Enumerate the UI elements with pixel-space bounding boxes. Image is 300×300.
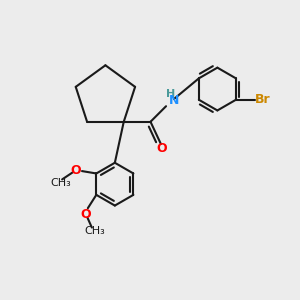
Text: O: O	[81, 208, 91, 221]
Text: Br: Br	[255, 93, 271, 106]
Text: N: N	[169, 94, 179, 107]
Text: H: H	[166, 89, 175, 99]
Text: CH₃: CH₃	[50, 178, 71, 188]
Text: CH₃: CH₃	[84, 226, 105, 236]
Text: O: O	[70, 164, 81, 177]
Text: O: O	[157, 142, 167, 155]
